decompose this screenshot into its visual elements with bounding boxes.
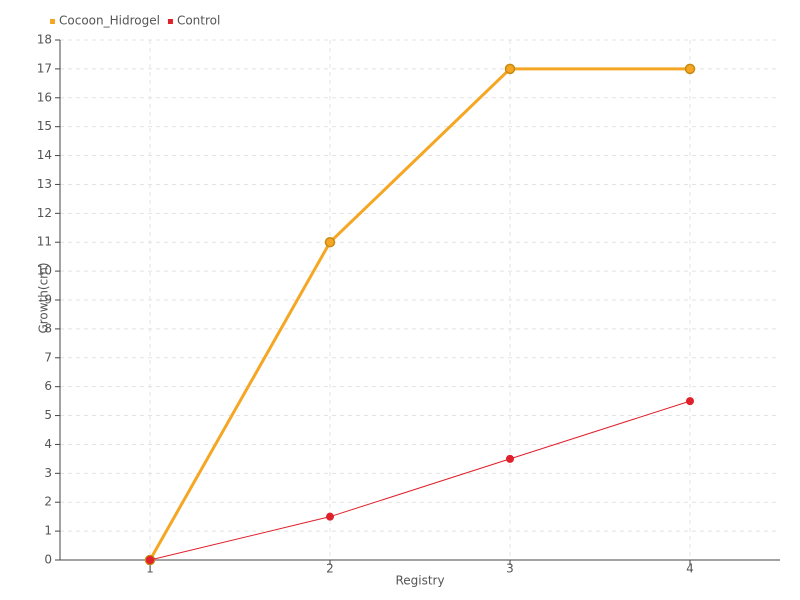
y-tick-label: 4 (44, 437, 52, 451)
y-tick-label: 17 (37, 61, 52, 75)
y-tick-label: 7 (44, 350, 52, 364)
legend-label: Cocoon_Hidrogel (59, 14, 160, 28)
y-tick-label: 18 (37, 33, 52, 47)
x-tick-label: 2 (326, 562, 334, 576)
legend-label: Control (177, 14, 220, 28)
y-tick-label: 2 (44, 495, 52, 509)
y-tick-label: 6 (44, 379, 52, 393)
x-tick-label: 1 (146, 562, 154, 576)
y-tick-label: 14 (37, 148, 52, 162)
series-line (149, 400, 691, 561)
y-tick-label: 11 (37, 235, 52, 249)
data-point (324, 236, 336, 248)
y-tick-label: 15 (37, 119, 52, 133)
y-tick-label: 9 (44, 293, 52, 307)
data-point (686, 397, 694, 406)
data-point (146, 556, 154, 564)
y-axis-title: Growth(cm) (37, 262, 51, 333)
series-line (148, 67, 690, 561)
legend-swatch (50, 19, 55, 24)
x-tick-label: 3 (506, 562, 514, 576)
y-tick-label: 16 (37, 90, 52, 104)
legend-swatch (167, 19, 173, 24)
y-tick-label: 0 (44, 553, 52, 567)
data-point (506, 454, 514, 463)
y-tick-label: 13 (37, 177, 52, 191)
y-tick-label: 8 (44, 321, 52, 335)
y-tick-label: 10 (37, 264, 52, 278)
y-tick-label: 5 (44, 408, 52, 422)
x-tick-label: 4 (686, 562, 694, 576)
y-tick-label: 1 (44, 524, 52, 538)
data-point (326, 512, 334, 521)
data-point (504, 63, 516, 75)
data-point (684, 63, 696, 75)
y-tick-label: 12 (37, 206, 52, 220)
y-tick-label: 3 (44, 466, 52, 480)
x-axis-title: Registry (395, 574, 444, 588)
